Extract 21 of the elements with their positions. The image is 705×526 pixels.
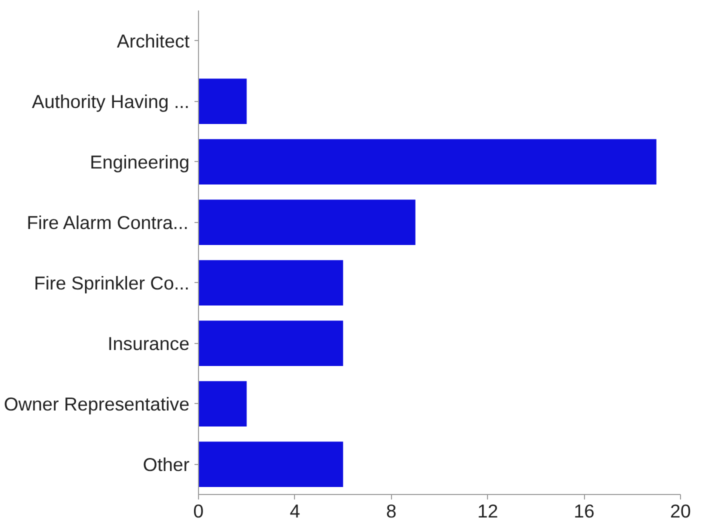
y-tick-label: Insurance (108, 332, 190, 354)
x-tick-label: 0 (193, 500, 204, 522)
bar (198, 381, 247, 426)
y-tick-label: Owner Representative (4, 393, 190, 414)
x-tick-label: 8 (386, 500, 397, 522)
y-tick-label: Architect (116, 30, 190, 52)
bar (198, 320, 344, 366)
x-tick-label: 16 (574, 500, 594, 522)
bar (198, 139, 656, 184)
y-tick-label: Other (142, 454, 190, 475)
bar (198, 260, 344, 306)
y-tick-label: Authority Having ... (32, 90, 190, 112)
bar (198, 200, 416, 245)
x-tick-label: 20 (670, 500, 691, 522)
bar (198, 442, 344, 487)
y-tick-label: Engineering (90, 151, 190, 172)
y-tick-label: Fire Sprinkler Co... (34, 272, 190, 294)
x-tick-label: 12 (477, 500, 498, 522)
y-tick-label: Fire Alarm Contra... (26, 212, 188, 233)
bar (198, 78, 247, 124)
x-tick-label: 4 (290, 500, 300, 522)
